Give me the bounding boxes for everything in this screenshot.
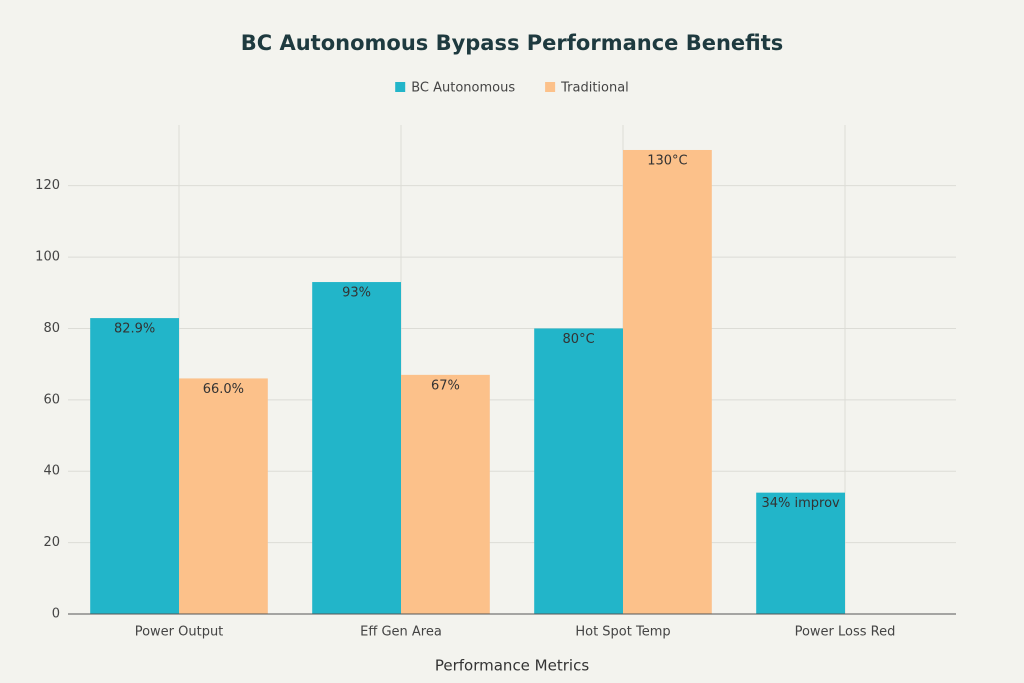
legend-swatch <box>395 82 406 92</box>
y-tick-label: 40 <box>43 464 60 479</box>
bar <box>90 318 179 614</box>
bar <box>534 328 623 614</box>
x-tick-label: Hot Spot Temp <box>575 625 670 640</box>
value-label: 66.0% <box>203 382 244 397</box>
bar <box>179 378 268 614</box>
x-tick-label: Power Output <box>135 625 224 640</box>
y-tick-label: 80 <box>43 321 60 336</box>
value-label: 93% <box>342 286 371 301</box>
y-tick-label: 0 <box>52 607 60 622</box>
value-label: 80°C <box>563 332 595 347</box>
y-tick-label: 20 <box>43 535 60 550</box>
value-label: 130°C <box>647 153 687 168</box>
x-axis-title: Performance Metrics <box>435 657 589 675</box>
legend-label: BC Autonomous <box>411 81 515 96</box>
value-label: 67% <box>431 378 460 393</box>
y-tick-label: 60 <box>43 392 60 407</box>
bar <box>623 149 712 614</box>
legend-swatch <box>545 82 556 92</box>
legend-label: Traditional <box>560 81 629 96</box>
x-tick-label: Power Loss Red <box>795 625 896 640</box>
bar <box>312 282 401 614</box>
chart-title: BC Autonomous Bypass Performance Benefit… <box>241 31 784 55</box>
value-label: 34% improv <box>761 496 840 511</box>
value-label: 82.9% <box>114 322 155 337</box>
bar <box>401 374 490 614</box>
y-tick-label: 120 <box>35 178 60 193</box>
x-tick-label: Eff Gen Area <box>360 625 442 640</box>
bar <box>756 492 845 614</box>
y-tick-label: 100 <box>35 250 60 265</box>
